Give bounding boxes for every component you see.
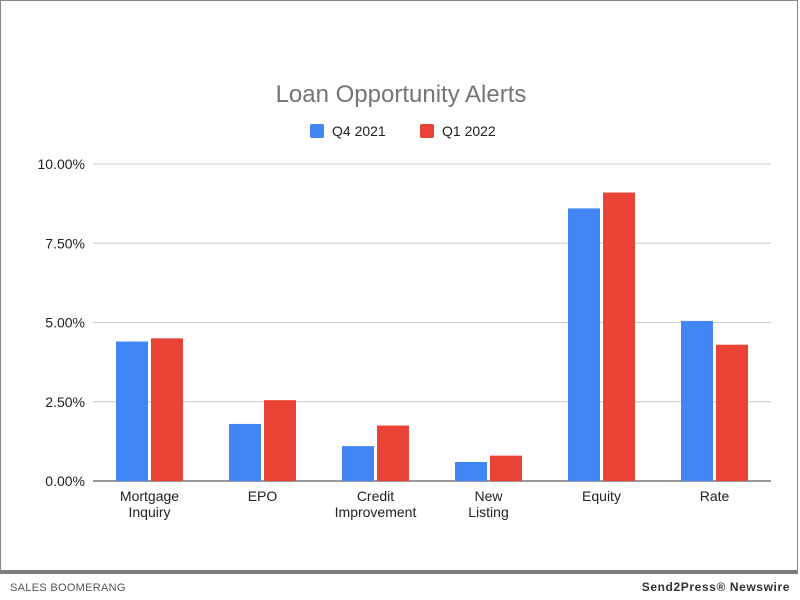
bar-q4-2021-4 bbox=[455, 461, 487, 481]
x-tick-label: New Listing bbox=[468, 488, 508, 520]
footer-brand: SALES BOOMERANG bbox=[10, 582, 126, 594]
x-tick-label-line: Mortgage bbox=[120, 488, 179, 504]
bar-chart: Loan Opportunity Alerts Q4 2021 Q1 2022 0.0… bbox=[38, 81, 771, 520]
x-tick-label-line: Rate bbox=[700, 488, 730, 504]
x-tick-label-line: Credit bbox=[357, 488, 394, 504]
x-tick-label-line: Inquiry bbox=[128, 504, 170, 520]
legend-swatch-1 bbox=[310, 124, 324, 138]
x-tick-label-line: Equity bbox=[582, 488, 621, 504]
x-tick-label: Credit Improvement bbox=[335, 488, 417, 520]
bar-q4-2021-6 bbox=[681, 320, 713, 481]
bar-q4-2021-3 bbox=[342, 446, 374, 481]
bar-q1-2022-5 bbox=[603, 192, 635, 481]
x-tick-label: Equity bbox=[582, 488, 621, 504]
chart-title: Loan Opportunity Alerts bbox=[276, 81, 527, 108]
chart-frame: Loan Opportunity Alerts Q4 2021 Q1 2022 0.0… bbox=[0, 0, 798, 574]
x-tick-label: Mortgage Inquiry bbox=[120, 488, 179, 520]
footer-newswire: Send2Press® Newswire bbox=[641, 580, 790, 594]
y-tick-label: 10.00% bbox=[38, 156, 85, 172]
bar-q1-2022-6 bbox=[716, 344, 748, 481]
y-tick-label: 7.50% bbox=[45, 235, 85, 251]
legend-label-1: Q4 2021 bbox=[332, 123, 386, 139]
bar-q4-2021-2 bbox=[229, 423, 261, 481]
bar-q1-2022-4 bbox=[490, 455, 522, 481]
bar-q1-2022-2 bbox=[264, 400, 296, 481]
bar-q4-2021-1 bbox=[116, 341, 148, 481]
x-tick-label-line: Improvement bbox=[335, 504, 417, 520]
bar-q4-2021-5 bbox=[568, 208, 600, 481]
bar-q1-2022-1 bbox=[151, 338, 183, 481]
x-tick-label: EPO bbox=[248, 488, 278, 504]
x-tick-label-line: Listing bbox=[468, 504, 508, 520]
y-tick-label: 5.00% bbox=[45, 315, 85, 331]
y-tick-label: 2.50% bbox=[45, 394, 85, 410]
legend-label-2: Q1 2022 bbox=[442, 123, 496, 139]
legend-swatch-2 bbox=[420, 124, 434, 138]
x-tick-label: Rate bbox=[700, 488, 730, 504]
x-tick-label-line: New bbox=[474, 488, 503, 504]
bar-q1-2022-3 bbox=[377, 425, 409, 481]
y-tick-label: 0.00% bbox=[45, 473, 85, 489]
x-tick-label-line: EPO bbox=[248, 488, 278, 504]
